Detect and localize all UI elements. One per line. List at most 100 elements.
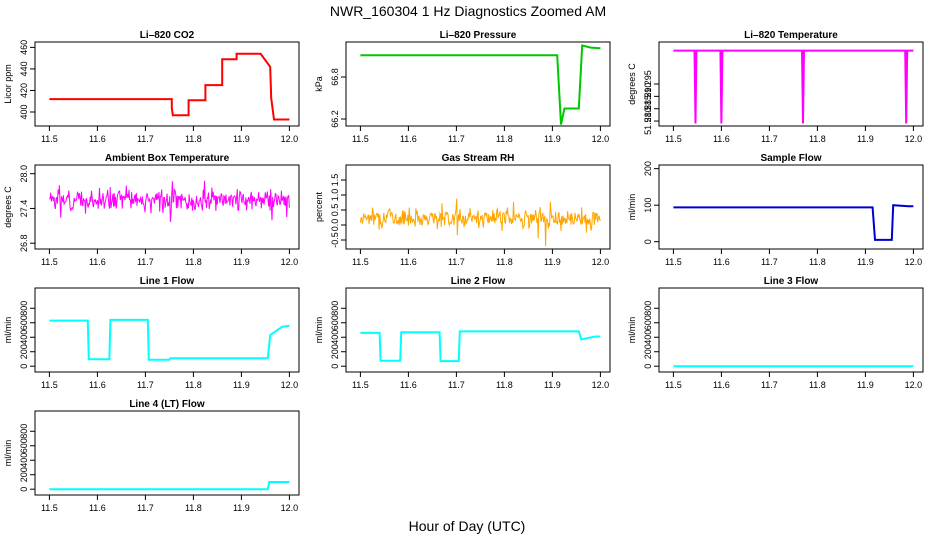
y-tick-label: 800 <box>643 301 653 316</box>
x-tick-label: 11.7 <box>137 503 154 513</box>
y-tick-label: 460 <box>19 40 29 55</box>
panel-title: Li–820 Temperature <box>744 30 838 41</box>
y-axis-label: Licor ppm <box>3 64 13 104</box>
plot-frame <box>345 41 611 127</box>
panel-1: Li–820 CO2 11.5 11.6 11.7 11.8 11.9 12.0 400 420… <box>3 30 300 144</box>
x-tick-label: 11.9 <box>544 134 561 144</box>
x-tick-label: 11.8 <box>809 134 826 144</box>
y-axis-label: ml/min <box>627 317 637 344</box>
x-tick-label: 11.6 <box>713 380 730 390</box>
y-tick-label: 0 <box>19 487 29 492</box>
x-tick-label: 11.5 <box>352 134 369 144</box>
x-tick-label: 12.0 <box>592 134 610 144</box>
panel-6: Sample Flow 11.5 11.6 11.7 11.8 11.9 12.0 0 100 2… <box>627 153 924 267</box>
x-tick-label: 12.0 <box>592 257 610 267</box>
x-tick-label: 11.5 <box>352 380 369 390</box>
y-tick-label: 400 <box>19 104 29 119</box>
y-tick-label: 1.0 <box>330 189 340 202</box>
y-axis-label: kPa <box>314 76 324 92</box>
y-tick-label: 0.0 <box>330 219 340 232</box>
x-tick-label: 11.5 <box>352 257 369 267</box>
x-tick-label: 11.9 <box>544 257 561 267</box>
x-tick-label: 12.0 <box>281 257 299 267</box>
x-tick-label: 11.6 <box>89 257 106 267</box>
plot-frame <box>658 287 924 373</box>
x-tick-label: 11.5 <box>41 257 58 267</box>
x-tick-label: 11.8 <box>809 257 826 267</box>
panel-title: Line 2 Flow <box>451 276 506 287</box>
panels: Li–820 CO2 11.5 11.6 11.7 11.8 11.9 12.0 400 420… <box>3 30 924 513</box>
x-tick-label: 11.6 <box>400 257 417 267</box>
x-tick-label: 11.5 <box>41 503 58 513</box>
panel-title: Sample Flow <box>760 153 821 164</box>
plot-frame <box>34 41 300 127</box>
panel-2: Li–820 Pressure 11.5 11.6 11.7 11.8 11.9 12.0 6… <box>314 30 611 144</box>
series-line-line-1 <box>49 318 290 361</box>
y-axis-label: percent <box>314 191 324 222</box>
x-tick-label: 11.6 <box>89 134 106 144</box>
x-tick-label: 11.7 <box>761 257 778 267</box>
y-tick-label: 600 <box>330 315 340 330</box>
y-tick-label: 400 <box>19 330 29 345</box>
x-tick-label: 11.6 <box>400 380 417 390</box>
panel-4: Ambient Box Temperature 11.5 11.6 11.7 11.8 1… <box>3 153 300 267</box>
series-line-co2 <box>49 52 290 121</box>
y-tick-label: 400 <box>19 453 29 468</box>
y-tick-label: 0 <box>643 364 653 369</box>
y-tick-label: 0 <box>19 364 29 369</box>
x-tick-label: 11.6 <box>713 257 730 267</box>
x-tick-label: 12.0 <box>905 257 923 267</box>
x-tick-label: 12.0 <box>905 380 923 390</box>
x-tick-label: 12.0 <box>281 134 299 144</box>
panel-5: Gas Stream RH 11.5 11.6 11.7 11.8 11.9 12.0 -0.… <box>314 153 611 267</box>
x-tick-label: 11.5 <box>665 380 682 390</box>
y-tick-label: 200 <box>19 467 29 482</box>
series-line-pressure <box>360 44 601 125</box>
y-tick-label: 800 <box>19 424 29 439</box>
x-tick-label: 11.9 <box>857 257 874 267</box>
y-tick-label: 200 <box>643 161 653 176</box>
series-line-sample <box>673 204 914 241</box>
x-tick-label: 11.7 <box>137 257 154 267</box>
x-tick-label: 11.6 <box>713 134 730 144</box>
y-axis-label: ml/min <box>3 317 13 344</box>
series-line-ambient <box>48 180 290 223</box>
y-tick-label: -0.5 <box>330 232 340 248</box>
figure-title: NWR_160304 1 Hz Diagnostics Zoomed AM <box>330 3 606 19</box>
panel-10: Line 4 (LT) Flow 11.5 11.6 11.7 11.8 11.9 12.0… <box>3 399 300 513</box>
y-tick-label: 0 <box>330 364 340 369</box>
x-tick-label: 11.5 <box>41 380 58 390</box>
x-tick-label: 11.9 <box>857 380 874 390</box>
y-axis-label: degrees C <box>627 63 637 105</box>
x-tick-label: 11.5 <box>665 257 682 267</box>
panel-8: Line 2 Flow 11.5 11.6 11.7 11.8 11.9 12.0 0 2004… <box>314 276 611 390</box>
y-tick-label: 51.285 <box>643 95 653 123</box>
x-tick-label: 11.6 <box>400 134 417 144</box>
y-tick-label: 400 <box>643 330 653 345</box>
x-tick-label: 11.8 <box>185 257 202 267</box>
panel-title: Ambient Box Temperature <box>105 153 230 164</box>
series-line-line-4 <box>49 481 290 491</box>
panel-3: Li–820 Temperature 11.5 11.6 11.7 11.8 11.9 12… <box>627 30 924 144</box>
y-tick-label: 600 <box>19 438 29 453</box>
x-tick-label: 11.5 <box>665 134 682 144</box>
y-tick-label: 0 <box>643 239 653 244</box>
x-tick-label: 11.9 <box>544 380 561 390</box>
y-tick-label: 800 <box>19 301 29 316</box>
y-tick-label: 28.0 <box>19 165 29 183</box>
panel-9: Line 3 Flow 11.5 11.6 11.7 11.8 11.9 12.0 0 2004… <box>627 276 924 390</box>
y-tick-label: 600 <box>19 315 29 330</box>
x-tick-label: 11.9 <box>233 257 250 267</box>
series-line-line-2 <box>360 330 601 363</box>
y-axis-label: ml/min <box>3 440 13 467</box>
x-tick-label: 11.9 <box>857 134 874 144</box>
y-tick-label: 420 <box>19 83 29 98</box>
panel-7: Line 1 Flow 11.5 11.6 11.7 11.8 11.9 12.0 0 2004… <box>3 276 300 390</box>
panel-title: Line 4 (LT) Flow <box>129 399 205 410</box>
y-tick-label: 0.5 <box>330 204 340 217</box>
x-tick-label: 12.0 <box>592 380 610 390</box>
x-tick-label: 11.8 <box>496 380 513 390</box>
y-axis-label: ml/min <box>627 194 637 221</box>
x-tick-label: 11.8 <box>809 380 826 390</box>
